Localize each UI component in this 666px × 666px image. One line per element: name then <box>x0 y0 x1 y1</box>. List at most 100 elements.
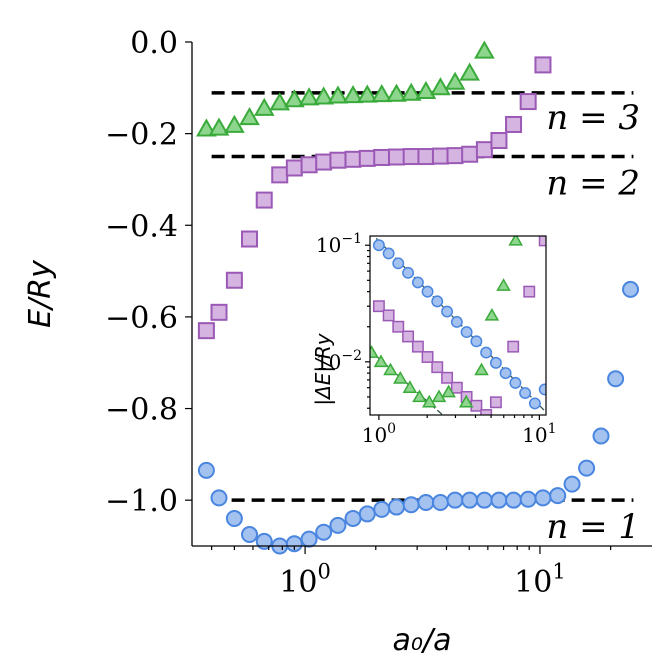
inset-point-n-1-17 <box>538 383 546 396</box>
inset-x-tick-label: 101 <box>522 421 556 447</box>
annotation-n-3: n = 3 <box>546 98 640 138</box>
data-point-n-2-18 <box>461 145 479 163</box>
inset-series-n-2 <box>372 236 546 415</box>
inset-point-n-1-9 <box>460 326 473 339</box>
inset-point-n-2-0 <box>372 300 385 313</box>
data-point-n-3-15 <box>415 80 437 99</box>
inset-point-n-1-3 <box>402 266 415 279</box>
data-point-n-1-12 <box>373 500 391 518</box>
data-point-n-3-0 <box>196 118 217 137</box>
data-point-n-1-3 <box>241 526 259 544</box>
data-point-n-1-29 <box>622 280 640 298</box>
data-point-n-1-22 <box>519 490 537 508</box>
data-point-n-2-13 <box>387 148 405 166</box>
data-point-n-2-22 <box>519 93 537 111</box>
data-point-n-1-24 <box>549 487 567 505</box>
inset-point-n-1-14 <box>509 376 522 389</box>
inset-point-n-2-4 <box>411 340 424 353</box>
data-point-n-2-7 <box>300 156 318 174</box>
inset-point-n-3-10 <box>474 362 489 376</box>
x-tick-label: 101 <box>514 560 566 601</box>
inset-point-n-2-1 <box>382 309 395 322</box>
x-axis-label: a₀/a <box>393 623 452 658</box>
data-point-n-3-18 <box>459 62 480 81</box>
annotation-n-1: n = 1 <box>546 507 640 547</box>
data-point-n-2-2 <box>225 271 243 289</box>
data-point-n-2-1 <box>210 303 228 321</box>
data-point-n-2-10 <box>344 150 362 168</box>
inset-y-tick-label: 10−1 <box>316 231 362 257</box>
inset-series-n-1 <box>372 239 546 410</box>
inset-series-n-3 <box>370 236 523 408</box>
y-axis-label: E/Ry <box>23 259 58 328</box>
inset-x-tick-label: 100 <box>362 421 396 447</box>
inset-point-n-1-8 <box>450 315 463 328</box>
inset-point-n-2-3 <box>402 330 415 343</box>
data-point-n-1-7 <box>300 530 318 548</box>
data-point-n-2-3 <box>241 230 259 248</box>
inset-point-n-3-9 <box>458 394 474 408</box>
inset-point-n-1-4 <box>411 276 424 289</box>
inset-point-n-1-10 <box>470 335 483 348</box>
data-point-n-1-8 <box>315 523 333 541</box>
data-point-n-2-14 <box>402 148 420 166</box>
inset-point-n-3-12 <box>496 278 511 291</box>
data-point-n-1-4 <box>255 532 273 550</box>
data-point-n-2-19 <box>475 141 493 159</box>
data-point-n-1-0 <box>197 461 215 479</box>
data-point-n-2-6 <box>285 159 303 177</box>
data-point-n-2-12 <box>373 148 391 166</box>
data-point-n-3-1 <box>208 117 230 136</box>
data-point-n-3-13 <box>386 83 407 102</box>
data-point-n-3-11 <box>356 84 378 103</box>
inset-frame <box>369 235 547 416</box>
series-n-3 <box>196 40 495 137</box>
data-point-n-1-25 <box>563 475 581 493</box>
inset-point-n-1-0 <box>372 239 385 252</box>
data-point-n-2-0 <box>197 322 215 340</box>
data-point-n-1-1 <box>210 489 228 507</box>
inset-plot: 100 101 10−2 10−1 |ΔE|/Ry <box>311 231 557 447</box>
data-point-n-1-16 <box>431 493 449 511</box>
x-tick-label: 100 <box>279 560 331 601</box>
y-tick-label: −0.2 <box>105 118 178 153</box>
inset-point-n-2-2 <box>392 320 405 333</box>
annotation-n-2: n = 2 <box>546 164 640 204</box>
data-point-n-1-27 <box>592 427 610 445</box>
inset-point-n-1-13 <box>499 367 512 380</box>
data-point-n-1-17 <box>446 491 464 509</box>
data-point-n-1-6 <box>285 535 303 553</box>
data-point-n-2-9 <box>329 151 347 169</box>
inset-point-n-3-8 <box>441 384 456 398</box>
data-point-n-3-3 <box>239 106 260 126</box>
data-point-n-3-19 <box>474 40 495 59</box>
data-point-n-3-12 <box>371 84 393 103</box>
data-point-n-1-15 <box>417 493 435 511</box>
inset-point-n-3-13 <box>508 236 523 246</box>
data-point-n-1-28 <box>607 370 625 388</box>
inset-point-n-2-15 <box>538 236 546 247</box>
inset-point-n-3-0 <box>370 345 379 358</box>
inset-point-n-1-11 <box>480 346 493 359</box>
inset-point-n-3-4 <box>402 380 418 393</box>
inset-point-n-2-12 <box>489 396 502 409</box>
data-point-n-1-14 <box>402 496 420 514</box>
inset-point-n-1-7 <box>441 305 454 318</box>
data-point-n-2-8 <box>315 153 333 171</box>
inset-y-tick-label: 10−2 <box>316 348 362 374</box>
data-point-n-3-14 <box>400 82 422 101</box>
data-point-n-2-17 <box>446 147 464 165</box>
data-point-n-3-5 <box>269 92 291 111</box>
series-n-1 <box>197 280 640 555</box>
data-point-n-3-17 <box>444 71 466 90</box>
data-point-n-2-11 <box>358 149 376 167</box>
data-point-n-1-18 <box>461 491 479 509</box>
data-point-n-1-10 <box>344 510 362 528</box>
inset-point-n-1-16 <box>528 397 541 410</box>
inset-point-n-2-13 <box>507 340 520 353</box>
data-point-n-1-23 <box>534 489 552 507</box>
data-point-n-1-11 <box>358 505 376 523</box>
inset-point-n-1-12 <box>489 356 502 369</box>
